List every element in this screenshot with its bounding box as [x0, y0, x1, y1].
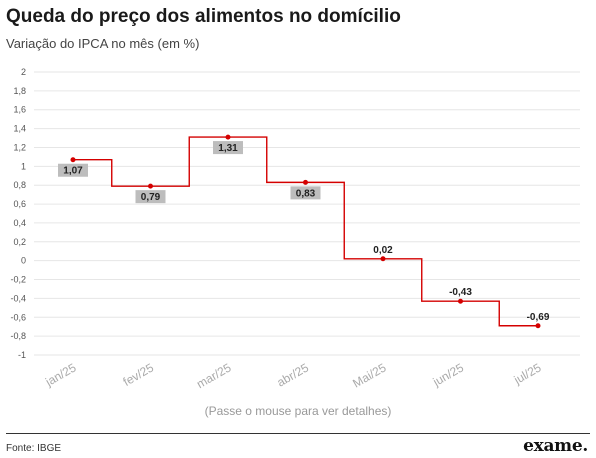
- data-label-bg: [58, 163, 88, 177]
- y-tick-label: 1: [21, 161, 26, 171]
- x-tick-label: jun/25: [430, 360, 466, 389]
- y-tick-label: 1,8: [13, 86, 26, 96]
- chart-subtitle: Variação do IPCA no mês (em %): [6, 36, 200, 51]
- hover-hint: (Passe o mouse para ver detalhes): [204, 404, 392, 418]
- data-point: [303, 179, 308, 185]
- y-tick-label: 1,6: [13, 105, 26, 115]
- y-tick-label: 1,4: [13, 124, 26, 134]
- data-point: [458, 298, 463, 304]
- x-tick-label: abr/25: [275, 360, 312, 389]
- y-tick-label: 0,2: [13, 237, 26, 247]
- data-label: 1,07: [63, 166, 83, 177]
- footer-divider: [6, 433, 590, 434]
- y-tick-label: -1: [18, 350, 26, 360]
- line-chart[interactable]: 2 1,8 1,6 1,4 1,2 1 0,8 0,6 0,4 0,2 0 -0,2 -0,4 -0,6 -…: [0, 0, 596, 430]
- data-point: [380, 256, 386, 262]
- y-tick-label: 2: [21, 67, 26, 77]
- y-tick-label: 0,8: [13, 180, 26, 190]
- data-label: 0,79: [141, 192, 161, 203]
- data-label: -0,69: [527, 312, 550, 323]
- data-label-bg: [290, 186, 321, 200]
- y-tick-label: 1,2: [13, 142, 26, 152]
- source-note: Fonte: IBGE: [6, 443, 62, 454]
- data-point: [148, 183, 153, 189]
- data-label: 0,83: [296, 188, 316, 199]
- x-tick-label: jan/25: [42, 360, 78, 389]
- x-tick-label: fev/25: [121, 360, 157, 389]
- y-tick-label: 0,6: [13, 199, 26, 209]
- y-tick-label: -0,8: [10, 331, 26, 341]
- data-point: [225, 134, 231, 140]
- y-tick-label: 0,4: [13, 218, 26, 228]
- data-label: 1,31: [218, 143, 238, 154]
- data-label-bg: [135, 190, 166, 204]
- data-label: -0,43: [449, 287, 472, 298]
- y-tick-label: -0,6: [10, 312, 26, 322]
- chart-title: Queda do preço dos alimentos no domícili…: [6, 6, 401, 27]
- data-point: [70, 157, 76, 163]
- x-tick-label: mar/25: [194, 360, 234, 391]
- x-tick-label: jul/25: [511, 360, 544, 387]
- y-tick-label: -0,2: [10, 275, 26, 285]
- y-tick-label: 0: [21, 256, 26, 266]
- x-tick-label: Mai/25: [350, 360, 388, 390]
- data-label-bg: [213, 141, 243, 155]
- y-tick-label: -0,4: [10, 293, 26, 303]
- data-label: 0,02: [373, 245, 393, 256]
- exame-logo: exame.: [523, 436, 588, 456]
- data-point: [535, 323, 541, 329]
